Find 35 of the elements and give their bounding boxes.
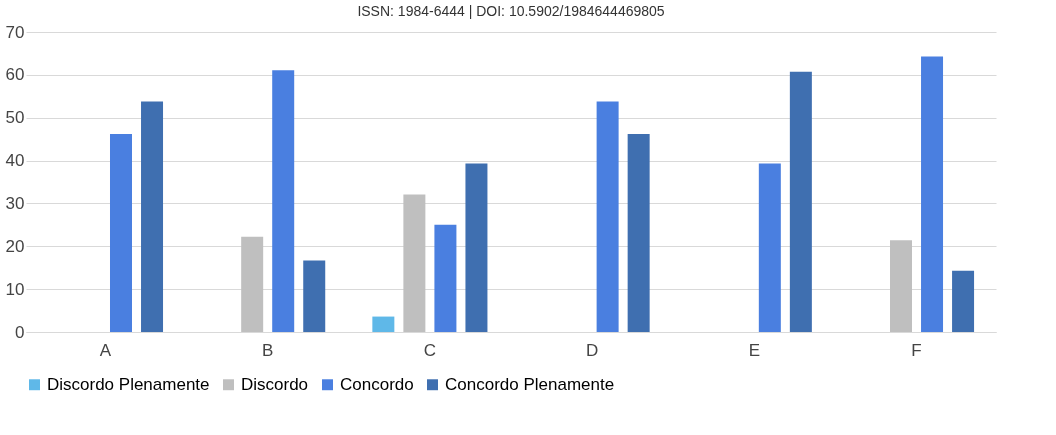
- legend-label: Discordo Plenamente: [47, 374, 210, 394]
- x-tick-label: C: [423, 340, 437, 360]
- y-tick-label: 0: [15, 322, 25, 342]
- y-tick-label: 40: [5, 151, 25, 171]
- x-tick-label: F: [911, 340, 922, 360]
- y-tick-label: 20: [5, 236, 25, 256]
- bar: [110, 134, 132, 332]
- y-tick-label: 60: [5, 65, 25, 85]
- bar: [596, 101, 619, 332]
- bar: [372, 316, 395, 332]
- bar: [272, 70, 295, 332]
- bar: [241, 236, 264, 332]
- bar: [952, 270, 975, 332]
- x-tick-label: D: [585, 340, 599, 360]
- text: ISSN: 1984-6444 | DOI: 10.5902/1984644469805: [357, 3, 665, 19]
- bar: [789, 71, 812, 332]
- legend-label: Concordo: [340, 374, 414, 394]
- bar: [627, 134, 650, 332]
- y-tick-label: 10: [5, 279, 25, 299]
- bar: [921, 56, 944, 332]
- bar: [141, 101, 164, 332]
- y-tick-label: 30: [5, 193, 25, 213]
- x-tick-label: A: [99, 340, 112, 360]
- legend-label: Concordo Plenamente: [445, 374, 615, 394]
- x-tick-label: E: [748, 340, 760, 360]
- bar: [890, 240, 912, 332]
- bar: [758, 163, 781, 332]
- y-tick-label: 50: [5, 108, 25, 128]
- bar: [403, 194, 426, 332]
- bar: [303, 260, 326, 332]
- y-tick-label: 70: [5, 22, 25, 42]
- bar: [465, 163, 488, 332]
- bar: [434, 224, 457, 332]
- x-tick-label: B: [262, 340, 274, 360]
- legend-label: Discordo: [241, 374, 309, 394]
